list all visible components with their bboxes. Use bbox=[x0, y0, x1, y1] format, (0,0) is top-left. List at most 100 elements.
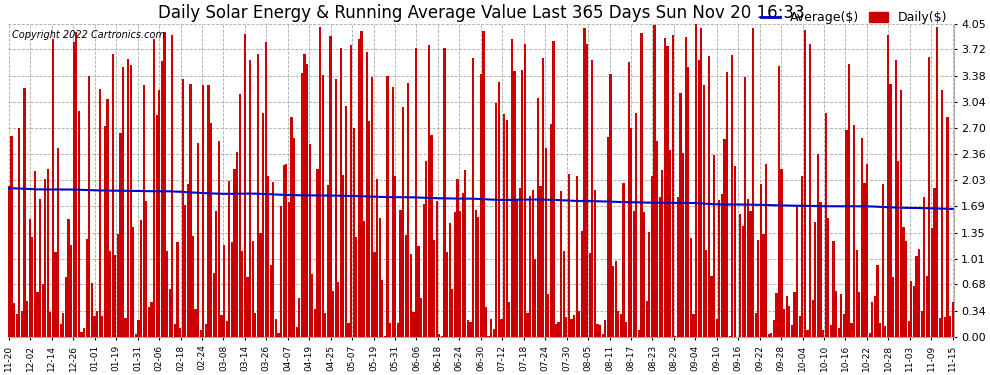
Bar bbox=[833, 241, 835, 337]
Bar bbox=[835, 291, 838, 337]
Bar bbox=[441, 336, 443, 337]
Bar bbox=[426, 160, 428, 337]
Bar bbox=[594, 189, 596, 337]
Bar bbox=[247, 277, 248, 337]
Bar bbox=[762, 234, 764, 337]
Bar bbox=[181, 79, 184, 337]
Bar bbox=[65, 277, 67, 337]
Bar bbox=[389, 323, 391, 337]
Bar bbox=[791, 325, 793, 337]
Bar bbox=[674, 336, 676, 337]
Bar bbox=[648, 232, 650, 337]
Bar bbox=[317, 169, 319, 337]
Bar bbox=[397, 323, 399, 337]
Bar bbox=[719, 200, 721, 337]
Bar bbox=[895, 60, 897, 337]
Bar bbox=[732, 54, 734, 337]
Bar bbox=[926, 276, 928, 337]
Bar bbox=[602, 334, 604, 337]
Bar bbox=[480, 74, 482, 337]
Bar bbox=[477, 217, 479, 337]
Bar bbox=[807, 330, 809, 337]
Bar bbox=[464, 170, 466, 337]
Bar bbox=[150, 302, 152, 337]
Bar bbox=[83, 328, 85, 337]
Bar bbox=[923, 197, 926, 337]
Bar bbox=[565, 317, 567, 337]
Bar bbox=[133, 226, 135, 337]
Bar bbox=[887, 34, 889, 337]
Text: Copyright 2022 Cartronics.com: Copyright 2022 Cartronics.com bbox=[12, 30, 165, 40]
Bar bbox=[679, 93, 681, 337]
Bar bbox=[117, 234, 119, 337]
Bar bbox=[547, 294, 549, 337]
Bar bbox=[544, 148, 546, 337]
Bar bbox=[138, 320, 140, 337]
Bar bbox=[560, 191, 562, 337]
Bar bbox=[555, 324, 557, 337]
Bar bbox=[921, 311, 923, 337]
Bar bbox=[897, 160, 899, 337]
Bar bbox=[630, 129, 633, 337]
Bar bbox=[197, 143, 199, 337]
Bar bbox=[311, 274, 314, 337]
Bar bbox=[661, 170, 663, 337]
Bar bbox=[799, 316, 801, 337]
Bar bbox=[607, 137, 609, 337]
Bar bbox=[876, 265, 879, 337]
Bar bbox=[96, 311, 98, 337]
Bar bbox=[93, 316, 96, 337]
Bar bbox=[472, 58, 474, 337]
Bar bbox=[773, 320, 775, 337]
Bar bbox=[610, 75, 612, 337]
Bar bbox=[931, 228, 934, 337]
Bar bbox=[825, 113, 827, 337]
Bar bbox=[226, 321, 228, 337]
Bar bbox=[148, 307, 150, 337]
Bar bbox=[343, 175, 345, 337]
Bar bbox=[355, 237, 357, 337]
Bar bbox=[943, 318, 946, 337]
Bar bbox=[737, 336, 739, 337]
Bar bbox=[168, 289, 170, 337]
Bar bbox=[889, 84, 892, 337]
Bar bbox=[140, 220, 143, 337]
Bar bbox=[218, 141, 220, 337]
Bar bbox=[775, 293, 777, 337]
Bar bbox=[340, 48, 342, 337]
Bar bbox=[384, 336, 386, 337]
Bar bbox=[448, 223, 450, 337]
Bar bbox=[324, 312, 327, 337]
Bar bbox=[508, 302, 511, 337]
Bar bbox=[521, 70, 524, 337]
Bar bbox=[213, 273, 215, 337]
Bar bbox=[420, 298, 423, 337]
Bar bbox=[656, 141, 658, 337]
Bar bbox=[801, 176, 804, 337]
Bar bbox=[29, 219, 31, 337]
Bar bbox=[830, 325, 832, 337]
Bar bbox=[767, 333, 770, 337]
Bar bbox=[174, 324, 176, 337]
Bar bbox=[272, 182, 274, 337]
Bar bbox=[433, 240, 436, 337]
Bar bbox=[18, 128, 21, 337]
Bar bbox=[244, 34, 246, 337]
Bar bbox=[179, 328, 181, 337]
Bar bbox=[57, 148, 59, 337]
Bar bbox=[820, 202, 822, 337]
Bar bbox=[934, 188, 936, 337]
Bar bbox=[726, 72, 729, 337]
Bar bbox=[724, 139, 726, 337]
Bar bbox=[501, 319, 503, 337]
Bar bbox=[615, 261, 617, 337]
Bar bbox=[786, 296, 788, 337]
Bar bbox=[946, 117, 948, 337]
Bar bbox=[485, 307, 487, 337]
Bar bbox=[503, 114, 505, 337]
Bar bbox=[399, 210, 402, 337]
Bar bbox=[708, 56, 710, 337]
Bar bbox=[529, 196, 532, 337]
Bar bbox=[535, 259, 537, 337]
Bar bbox=[650, 176, 653, 337]
